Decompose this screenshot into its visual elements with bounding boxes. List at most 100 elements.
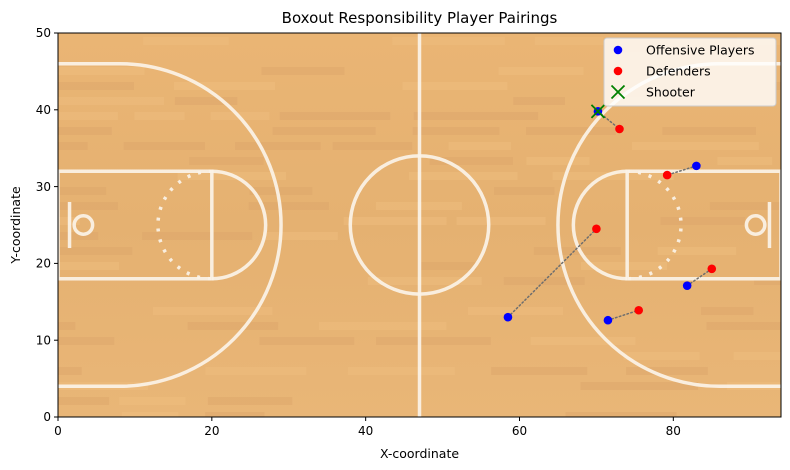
legend-box	[603, 37, 777, 107]
x-tick-label: 40	[358, 424, 373, 438]
wood-plank	[709, 202, 781, 210]
defender-point	[634, 305, 644, 315]
wood-plank	[58, 232, 99, 240]
x-tick-label: 80	[666, 424, 681, 438]
wood-plank	[491, 367, 588, 375]
wood-plank	[58, 247, 133, 255]
y-axis-ticks: 0 10 20 30 40 50	[36, 26, 58, 424]
left-free-throw-arc-dashed	[156, 169, 212, 281]
shooter-marker	[590, 104, 606, 119]
wood-plank	[565, 412, 677, 417]
wood-plank	[429, 157, 513, 165]
wood-plank	[263, 232, 338, 240]
wood-plank	[121, 412, 179, 417]
wood-plank	[143, 37, 229, 45]
wood-plank	[58, 142, 88, 150]
wood-plank	[413, 112, 539, 120]
wood-plank	[580, 382, 699, 390]
wood-plank	[530, 337, 636, 345]
wood-plank	[626, 367, 708, 375]
wood-plank	[467, 307, 564, 315]
wood-plank	[58, 112, 118, 120]
offensive-player-point	[603, 315, 613, 325]
y-axis-label: Y-coordinate	[8, 186, 23, 265]
pairing-line	[507, 228, 598, 318]
legend-label: Shooter	[646, 85, 696, 100]
wood-plank	[205, 367, 307, 375]
court-lines	[58, 33, 781, 417]
wood-plank	[205, 412, 265, 417]
offensive-player-point	[692, 161, 701, 171]
wood-plank	[259, 337, 355, 345]
axes-frame	[57, 32, 782, 418]
wood-plank	[58, 97, 164, 105]
wood-plank	[456, 217, 546, 225]
right-key	[625, 169, 781, 281]
defender-point	[592, 224, 601, 234]
wood-plank	[142, 232, 253, 240]
wood-plank	[660, 217, 746, 225]
legend-marker-shooter	[610, 84, 626, 100]
wood-plank	[706, 322, 781, 330]
wood-plank	[58, 337, 115, 345]
wood-plank	[58, 67, 145, 75]
x-axis-ticks: 0 20 40 60 80	[54, 417, 681, 438]
wood-plank	[207, 397, 293, 405]
wood-plank	[498, 67, 584, 75]
wood-plank	[261, 67, 345, 75]
y-tick-label: 0	[43, 410, 51, 424]
wood-plank	[376, 337, 491, 345]
wood-plank	[347, 367, 455, 375]
wood-plank	[418, 262, 477, 270]
wood-plank	[526, 157, 590, 165]
wood-plank	[408, 172, 518, 180]
wood-plank	[123, 142, 205, 150]
wood-plank	[152, 307, 273, 315]
wood-plank	[58, 397, 110, 405]
wood-plank	[249, 187, 313, 195]
x-axis-label: X-coordinate	[380, 446, 459, 461]
wood-planks	[58, 37, 781, 417]
legend-marker	[613, 45, 623, 55]
right-rim	[744, 214, 767, 236]
defender-point	[615, 124, 624, 134]
wood-plank	[119, 397, 186, 405]
wood-plank	[58, 82, 134, 90]
wood-plank	[173, 82, 276, 90]
legend: Offensive Players Defenders Shooter	[603, 37, 777, 107]
wood-plank	[174, 97, 238, 105]
wood-plank	[623, 352, 700, 360]
wood-plank	[134, 112, 185, 120]
right-free-throw-arc-dashed	[627, 169, 683, 281]
offensive-player-point	[682, 281, 692, 290]
x-tick-label: 0	[54, 424, 62, 438]
wood-plank	[343, 217, 447, 225]
wood-plank	[632, 142, 759, 150]
x-tick-label: 20	[204, 424, 219, 438]
wood-plank	[701, 307, 754, 315]
left-three-point-line	[58, 61, 283, 389]
wood-plank	[58, 322, 76, 330]
wood-plank	[552, 172, 674, 180]
wood-plank	[58, 262, 119, 270]
x-tick-label: 60	[512, 424, 527, 438]
defender-point	[707, 264, 717, 274]
wood-plank	[494, 187, 555, 195]
wood-plank	[717, 157, 773, 165]
y-tick-label: 10	[36, 333, 51, 347]
y-tick-label: 50	[36, 26, 51, 40]
wood-plank	[402, 82, 508, 90]
left-key	[58, 169, 214, 281]
wood-plank	[526, 127, 616, 135]
wood-plank	[534, 37, 604, 45]
legend-label: Offensive Players	[646, 43, 755, 58]
wood-plank	[248, 202, 329, 210]
wood-plank	[448, 142, 511, 150]
wood-plank	[657, 247, 737, 255]
right-free-throw-arc	[571, 169, 628, 281]
wood-plank	[58, 367, 82, 375]
wood-plank	[533, 247, 621, 255]
wood-plank	[774, 82, 781, 90]
wood-plank	[513, 97, 565, 105]
